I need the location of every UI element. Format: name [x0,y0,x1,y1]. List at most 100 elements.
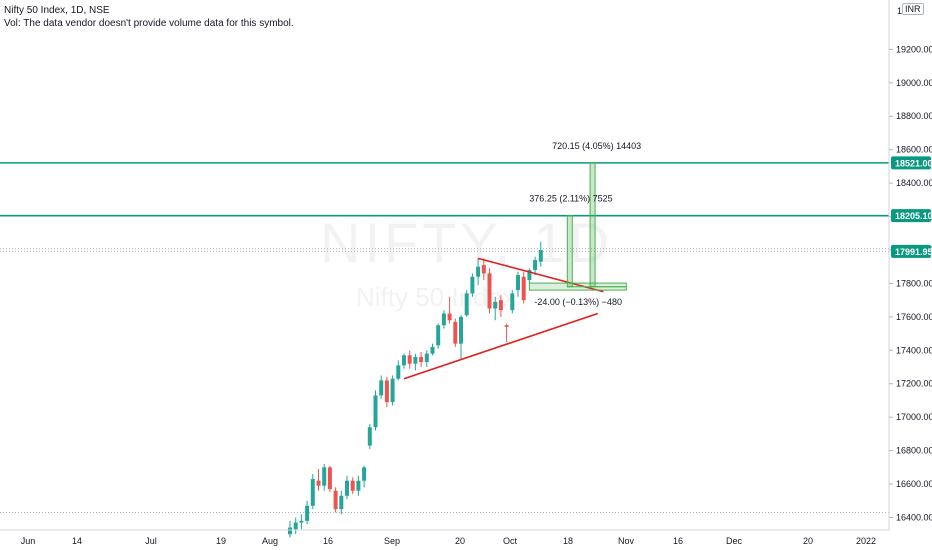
candle-body [419,356,424,363]
candle-body [413,356,418,364]
price-badge-label: 17991.95 [895,247,932,257]
candle-body [538,249,543,262]
candle-body [402,355,406,366]
measure-tool: -24.00 (−0.13%) −480 [528,282,627,307]
candle [527,268,532,284]
measure-box [589,162,596,288]
candle [310,474,315,510]
candle [521,271,526,304]
candle-body [327,467,332,490]
price-tick-label: 16600.00 [896,479,932,489]
price-tick-label: 18600.00 [896,145,932,155]
measure-tools: 720.15 (4.05%) 14403 376.25 (2.11%) 7525 -… [528,141,641,307]
time-tick-label: 20 [455,536,465,546]
candle [538,241,543,267]
candle [390,375,395,406]
measure-label: 376.25 (2.11%) 7525 [529,194,612,204]
price-tick-label: 17400.00 [896,345,932,355]
price-tick-label: 18800.00 [896,111,932,121]
measure-label: 720.15 (4.05%) 14403 [552,141,641,151]
price-tick-label: 17800.00 [896,278,932,288]
price-tick-label: 16400.00 [896,513,932,523]
grid-lines [0,248,889,513]
price-badge-bg [891,209,931,223]
candle-body [384,380,389,403]
candle-body [487,273,492,309]
candle-body [436,325,441,346]
candle-body [350,480,355,491]
candle [510,290,515,314]
candle [362,465,367,488]
price-badge: 18521.00 [891,156,932,170]
time-tick-label: Jul [145,536,157,546]
candle-body [527,270,532,281]
price-tick-label: 19200.00 [896,44,932,54]
candle-body [407,355,412,364]
trend-line [403,312,599,380]
measure-tool: 376.25 (2.11%) 7525 [529,194,627,288]
price-axis: 1919200.0019000.0018800.0018600.0018400.… [888,0,932,530]
candle [419,351,424,368]
candle [459,315,463,361]
trend-line [477,257,604,293]
candle [504,323,509,342]
candle [339,490,344,515]
candle-body [453,321,458,344]
time-axis: Jun 14 Jul 19 Aug 16 Sep 20 Oct 18 Nov 16 Dec 20 2022 [0,529,889,546]
candle-body [356,480,361,491]
candle [350,477,355,495]
horizontal-levels [0,162,889,217]
trend-lines [403,257,604,380]
time-tick-label: 16 [323,536,333,546]
candle [402,353,406,369]
candle [470,273,475,297]
time-tick-label: Sep [384,536,400,546]
time-tick-label: Jun [21,536,36,546]
candle [413,353,418,371]
candle-body [390,378,395,403]
candle [345,475,349,500]
candle [533,256,538,276]
price-badge: 18205.10 [891,209,932,223]
price-badge: 17991.95 [891,244,932,258]
candle-body [459,316,463,344]
candle [453,318,458,347]
candle [481,258,486,281]
candle [464,290,469,317]
candle-body [305,505,310,521]
candle [299,514,304,530]
candle-body [396,365,401,379]
candle [407,350,412,369]
candle-body [510,293,515,311]
candle-body [379,380,384,396]
price-badge-label: 18521.00 [895,158,932,168]
candle [316,469,321,491]
candle-body [424,353,429,363]
candle-body [481,265,486,274]
candles [288,241,543,538]
candle-body [504,325,509,327]
candle-body [333,490,338,510]
candle [384,377,389,408]
candle-body [299,520,304,523]
currency-label[interactable]: INR [902,3,924,15]
time-tick-label: 20 [803,536,813,546]
candle [447,296,452,324]
candle-body [493,301,498,309]
price-badge-bg [891,244,931,258]
price-badge-bg [891,156,931,170]
candle-body [339,495,344,510]
chart-legend: Nifty 50 Index, 1D, NSE Vol: The data ve… [4,4,294,30]
candle-body [516,275,520,291]
candle [487,268,492,314]
candle-body [367,427,372,446]
time-tick-label: 2022 [856,536,876,546]
candle [356,475,361,496]
candle-body [521,276,526,301]
time-tick-label: Aug [262,536,278,546]
candle-body [293,522,298,530]
candle [441,310,446,329]
candle [379,375,384,399]
